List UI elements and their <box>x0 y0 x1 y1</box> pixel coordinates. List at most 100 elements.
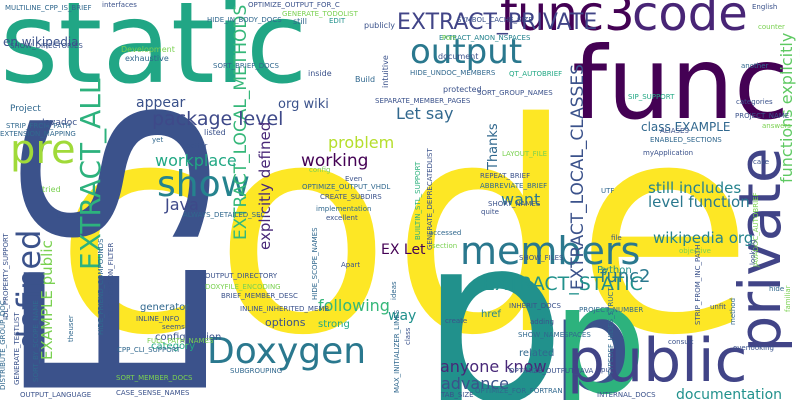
cloud-word: OPTIMIZE_FOR_FORTRAN <box>475 387 563 395</box>
cloud-word: LAYOUT_FILE <box>502 150 547 158</box>
cloud-word: IDL_PROPERTY_SUPPORT <box>2 233 10 320</box>
cloud-word: SYMBOL_CACHE_SIZE <box>457 16 533 24</box>
cloud-word: public <box>567 326 748 396</box>
cloud-word: class <box>404 327 412 345</box>
cloud-word: OUTPUT_DIRECTORY <box>205 272 278 280</box>
cloud-word: BUILTIN_STL_SUPPORT <box>414 161 422 240</box>
cloud-word: p <box>552 254 647 400</box>
cloud-word: func2 <box>600 266 651 287</box>
cloud-word: OUTPUT_LANGUAGE <box>20 391 91 399</box>
cloud-word: SHOW_FILES <box>519 254 564 262</box>
cloud-word: EXAMPLE public <box>38 240 56 360</box>
cloud-word: SORT_MEMBER_DOCS <box>116 374 193 382</box>
cloud-word: Users <box>56 212 76 220</box>
cloud-word: DOXYFILE_ENCODING <box>205 283 281 291</box>
cloud-word: QT_AUTOBRIEF <box>509 70 562 78</box>
cloud-word: create <box>445 317 467 325</box>
cloud-word: adding <box>530 318 554 326</box>
cloud-word: appear <box>136 95 186 111</box>
cloud-word: OPTIMIZE_OUTPUT_FOR_C <box>248 1 340 9</box>
cloud-word: ABBREVIATE_BRIEF <box>480 182 547 190</box>
cloud-word: CASE_SENSE_NAMES <box>116 389 190 397</box>
cloud-word: EXTRACT_PRIVATE <box>397 10 597 35</box>
cloud-word: Let say <box>396 104 453 123</box>
cloud-word: categories <box>736 98 773 106</box>
cloud-word: EXTRACT_STATIC <box>483 273 643 295</box>
cloud-word: SIP_SUPPORT <box>628 93 675 101</box>
cloud-word: HIDE_FRIEND_COMPOUNDS <box>97 238 105 335</box>
cloud-word: protected <box>443 85 482 94</box>
cloud-word: hide <box>769 285 784 293</box>
cloud-word: INLINE_INHERITED_MEMB <box>240 305 329 313</box>
cloud-word: SORT_BY_SCOPE_NAME <box>32 300 40 382</box>
cloud-word: theuser <box>67 315 75 342</box>
cloud-word: ALWAYS_DETAILED_SEC <box>183 211 266 219</box>
cloud-word: CPP_CLI_SUPPORT <box>117 346 181 354</box>
cloud-word: working <box>301 151 368 171</box>
cloud-word: JAVADOC_AUTOBRIEF <box>752 192 760 268</box>
cloud-word: GENERATE_TESTLIST <box>13 312 21 385</box>
cloud-word: documentation <box>676 387 782 400</box>
cloud-word: still includes <box>648 179 741 197</box>
cloud-word: Build <box>355 75 375 84</box>
cloud-word: anyone know <box>440 357 547 376</box>
cloud-word: Java <box>164 195 199 214</box>
cloud-word: TAB_SIZE <box>440 391 474 399</box>
cloud-word: method <box>729 298 737 325</box>
cloud-word: MAX_INITIALIZER_LINES <box>393 309 401 393</box>
cloud-word: SUBGROUPING <box>230 367 282 375</box>
cloud-word: put <box>601 366 613 374</box>
cloud-word: ideas <box>390 281 398 300</box>
cloud-word: interfaces <box>102 1 137 9</box>
cloud-word: SHOW_NAMESPACES <box>518 331 591 339</box>
cloud-word: class EXAMPLE <box>641 120 730 134</box>
cloud-word: following <box>318 296 390 315</box>
cloud-word: EDIT <box>329 17 346 25</box>
cloud-word: FILE_VERSION_FILTER <box>107 243 115 318</box>
cloud-word: org wiki <box>278 97 329 112</box>
cloud-word: configuration <box>155 332 221 343</box>
cloud-word: unfit <box>710 303 726 311</box>
cloud-word: advance <box>441 374 509 393</box>
cloud-word: myApplication <box>643 149 693 157</box>
cloud-word: STRIP_FROM_PATH <box>6 122 71 130</box>
cloud-word: excellent <box>326 214 358 222</box>
cloud-word: overlooking <box>733 344 774 352</box>
cloud-word: code <box>54 62 753 399</box>
cloud-word: document <box>438 52 478 61</box>
cloud-word: wikipedia org <box>653 229 753 247</box>
cloud-word: EXTRACT_LOCAL_METHODS <box>231 5 251 240</box>
cloud-word: HIDE_SCOPE_NAMES <box>311 227 319 300</box>
cloud-word: UTF <box>601 187 614 195</box>
cloud-word: INHERIT_DOCS <box>509 302 561 310</box>
cloud-word: config <box>309 166 330 174</box>
cloud-word: TYPEDEF_HIDES_STRUCT <box>607 287 615 376</box>
cloud-word: looking <box>749 240 757 265</box>
cloud-word: package level <box>152 108 283 130</box>
cloud-word: SHOW_DIRECTORIES <box>10 42 83 50</box>
cloud-word: INTERNAL_DOCS <box>597 391 656 399</box>
cloud-word: inside <box>308 69 332 78</box>
cloud-word: yet <box>152 136 163 144</box>
cloud-word: REPEAT_BRIEF <box>480 172 530 180</box>
cloud-word: tried <box>42 185 61 194</box>
cloud-word: accessed <box>429 229 461 237</box>
cloud-word: generator <box>140 302 190 313</box>
cloud-word: EX Let <box>381 242 426 258</box>
cloud-word: BRIEF_MEMBER_DESC <box>221 292 298 300</box>
cloud-word: consult <box>668 338 694 346</box>
cloud-word: output <box>410 32 522 72</box>
cloud-word: show <box>157 164 250 205</box>
cloud-word: Python <box>597 265 632 276</box>
cloud-word: problem <box>328 133 394 152</box>
cloud-word: Apart <box>341 261 360 269</box>
cloud-word: CREATE_SUBDIRS <box>320 193 382 201</box>
cloud-word: EXTRACT_ALL <box>74 78 107 270</box>
cloud-word: case <box>753 158 769 166</box>
cloud-word: intuitive <box>381 55 390 88</box>
cloud-word: level function <box>648 193 750 211</box>
cloud-word: PROJECT_NAME <box>735 112 789 120</box>
cloud-word: options <box>265 316 306 329</box>
cloud-word: PROJECT_NUMBER <box>579 306 643 314</box>
